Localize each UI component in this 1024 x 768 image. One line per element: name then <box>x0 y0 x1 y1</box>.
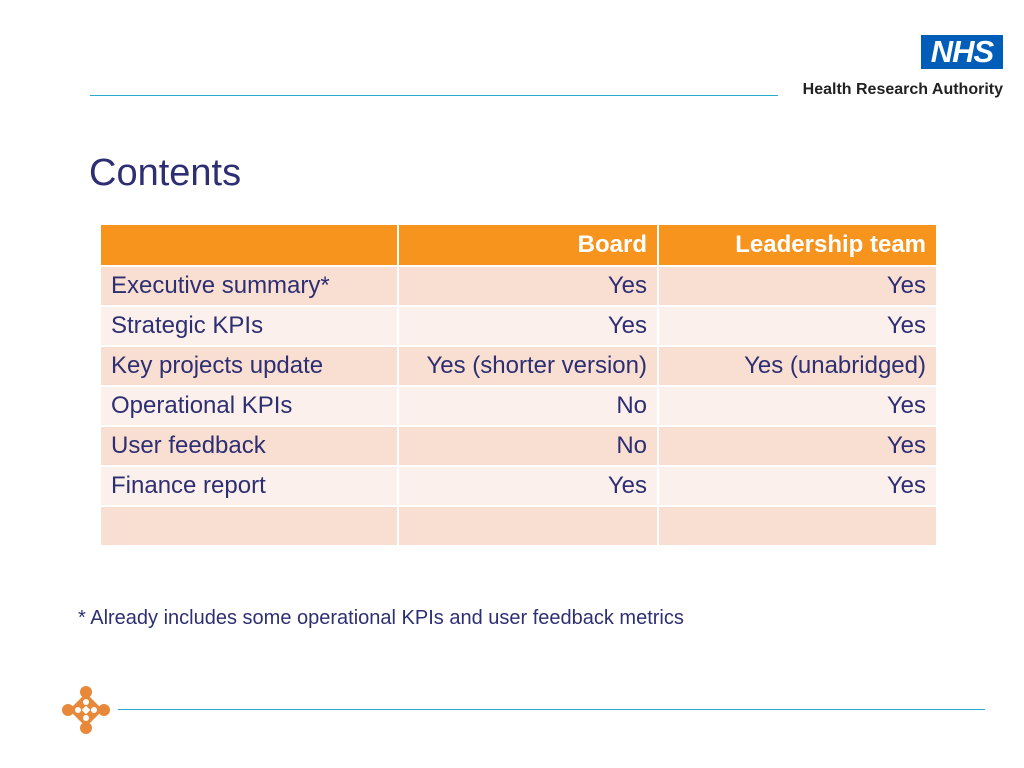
row-leadership: Yes <box>657 305 938 347</box>
row-leadership: Yes <box>657 385 938 427</box>
column-header-board: Board <box>397 223 659 267</box>
column-header-leadership: Leadership team <box>657 223 938 267</box>
row-board: Yes <box>397 305 659 347</box>
contents-table: Board Leadership team Executive summary*… <box>99 223 938 547</box>
row-item: Operational KPIs <box>99 385 399 427</box>
footer-divider <box>118 709 985 710</box>
table-row-empty <box>99 505 938 547</box>
row-item <box>99 505 399 547</box>
row-leadership: Yes <box>657 465 938 507</box>
row-board: No <box>397 385 659 427</box>
header-divider <box>90 95 778 96</box>
table-row: Strategic KPIs Yes Yes <box>99 305 938 347</box>
row-board <box>397 505 659 547</box>
table-row: User feedback No Yes <box>99 425 938 467</box>
row-board: No <box>397 425 659 467</box>
row-item: Key projects update <box>99 345 399 387</box>
footnote: * Already includes some operational KPIs… <box>78 607 684 629</box>
row-board: Yes <box>397 265 659 307</box>
row-item: User feedback <box>99 425 399 467</box>
row-item: Executive summary* <box>99 265 399 307</box>
table-header-row: Board Leadership team <box>99 223 938 267</box>
row-board: Yes <box>397 465 659 507</box>
row-item: Finance report <box>99 465 399 507</box>
row-board: Yes (shorter version) <box>397 345 659 387</box>
row-leadership: Yes (unabridged) <box>657 345 938 387</box>
row-item: Strategic KPIs <box>99 305 399 347</box>
table-row: Operational KPIs No Yes <box>99 385 938 427</box>
table-row: Key projects update Yes (shorter version… <box>99 345 938 387</box>
organisation-name: Health Research Authority <box>802 81 1003 98</box>
hra-flower-logo-icon <box>62 686 110 734</box>
row-leadership <box>657 505 938 547</box>
page-title: Contents <box>89 152 242 194</box>
table-row: Finance report Yes Yes <box>99 465 938 507</box>
table-row: Executive summary* Yes Yes <box>99 265 938 307</box>
row-leadership: Yes <box>657 425 938 467</box>
row-leadership: Yes <box>657 265 938 307</box>
nhs-logo: NHS <box>921 35 1003 69</box>
column-header-item <box>99 223 399 267</box>
